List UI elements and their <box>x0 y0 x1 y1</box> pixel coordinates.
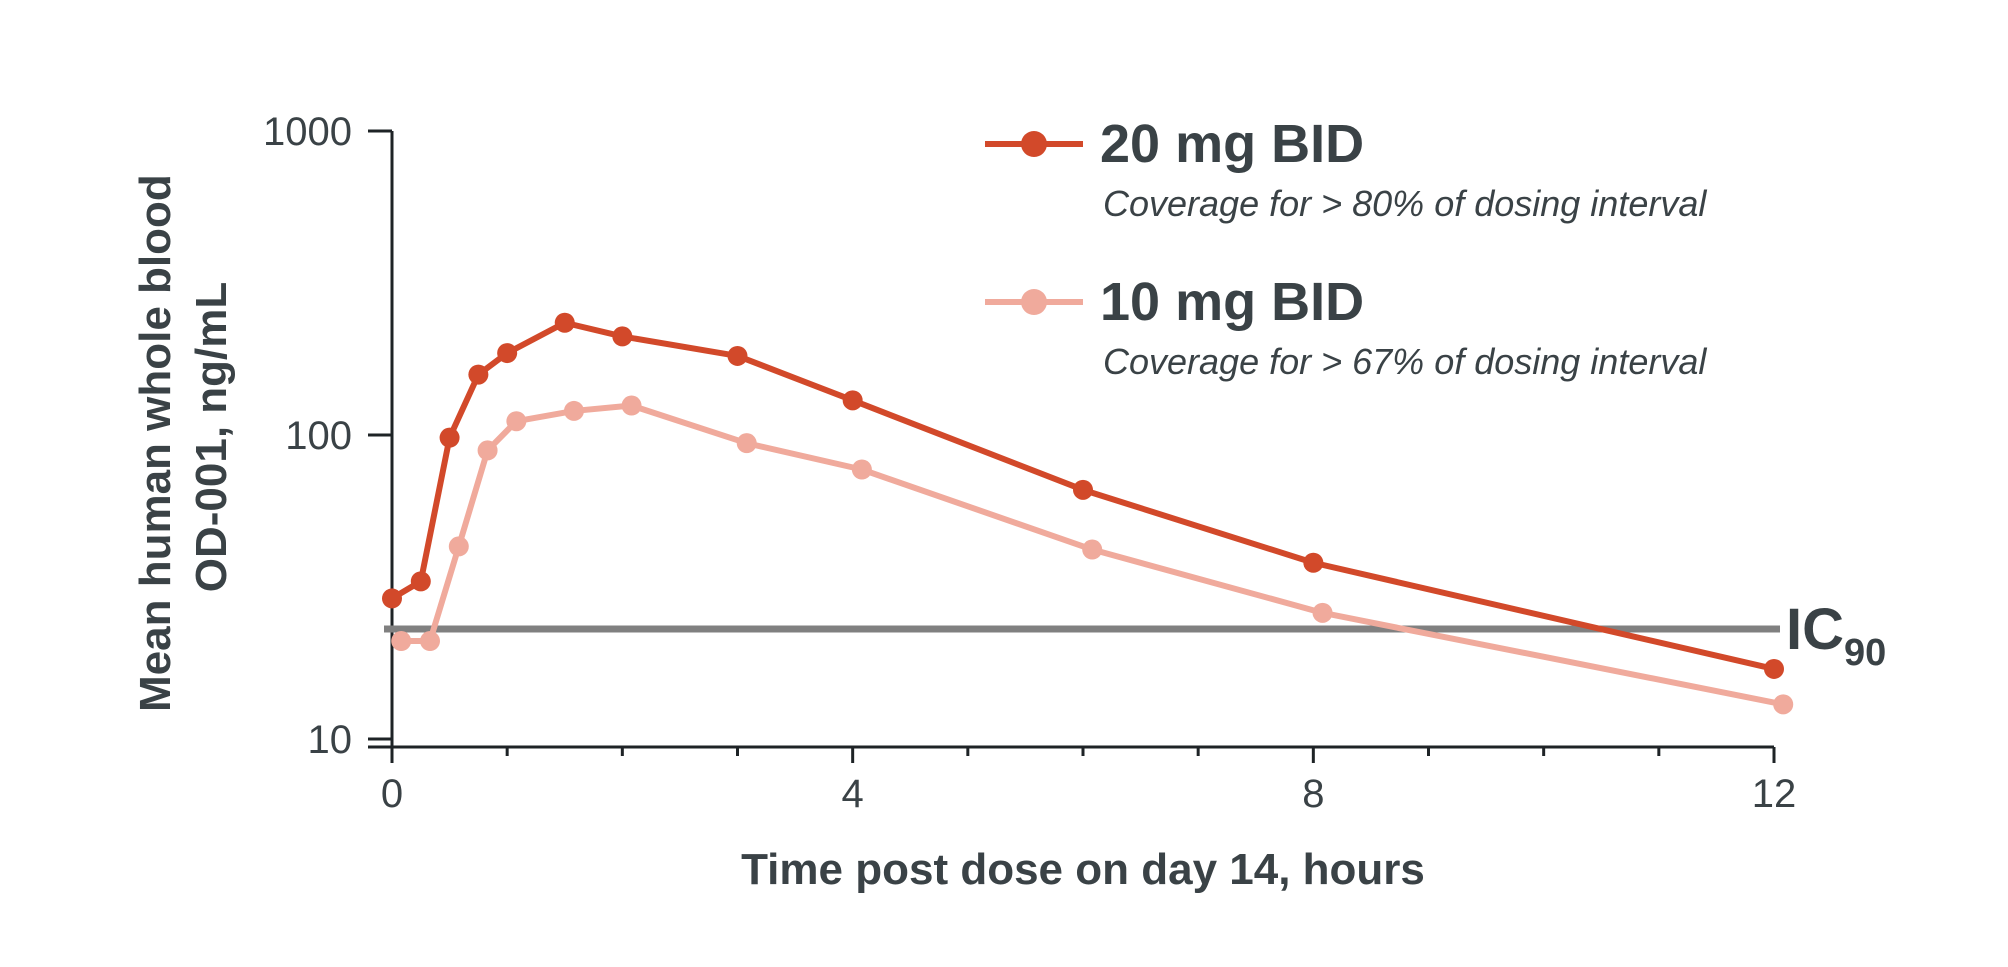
legend-title-10-mg-bid: 10 mg BID <box>1100 272 1364 332</box>
data-point-10-mg-bid <box>420 631 441 652</box>
data-point-20-mg-bid <box>1303 552 1324 573</box>
reference-line-group: IC90 <box>384 597 1886 674</box>
data-point-20-mg-bid <box>554 312 575 333</box>
data-point-10-mg-bid <box>851 459 872 480</box>
y-axis-label-line1: Mean human whole blood <box>131 174 180 712</box>
x-tick-label: 12 <box>1752 772 1797 816</box>
legend: 20 mg BID Coverage for > 80% of dosing in… <box>985 114 1707 382</box>
data-point-20-mg-bid <box>842 390 863 411</box>
y-axis-label: Mean human whole blood OD-001, ng/mL <box>131 162 236 712</box>
y-axis-label-line2: OD-001, ng/mL <box>187 282 236 593</box>
series-group <box>382 312 1794 715</box>
x-tick-label: 4 <box>842 772 864 816</box>
series-line-20-mg-bid <box>390 319 1775 672</box>
y-tick-label: 100 <box>285 414 352 458</box>
data-point-10-mg-bid <box>1773 694 1794 715</box>
data-point-20-mg-bid <box>612 326 633 347</box>
data-point-10-mg-bid <box>506 411 527 432</box>
legend-marker-10-mg-bid <box>1021 289 1047 315</box>
y-tick-label: 10 <box>308 718 353 762</box>
data-point-10-mg-bid <box>477 440 498 461</box>
data-point-10-mg-bid <box>1312 602 1333 623</box>
y-tick-label: 1000 <box>263 110 352 154</box>
data-point-20-mg-bid <box>410 571 431 592</box>
data-point-10-mg-bid <box>621 395 642 416</box>
data-point-20-mg-bid <box>497 343 518 364</box>
data-point-10-mg-bid <box>448 536 469 557</box>
series-line-10-mg-bid <box>401 402 1784 708</box>
data-point-10-mg-bid <box>391 631 412 652</box>
data-point-20-mg-bid <box>727 345 748 366</box>
ic90-label: IC90 <box>1786 597 1886 674</box>
x-axis-label: Time post dose on day 14, hours <box>741 845 1425 894</box>
data-point-10-mg-bid <box>736 433 757 454</box>
series-10-mg-bid <box>391 395 1794 715</box>
legend-title-20-mg-bid: 20 mg BID <box>1100 114 1364 174</box>
x-tick-label: 0 <box>381 772 403 816</box>
legend-note-10-mg-bid: Coverage for > 67% of dosing interval <box>1103 341 1707 382</box>
data-point-20-mg-bid <box>468 364 489 385</box>
series-20-mg-bid <box>382 312 1784 679</box>
data-point-10-mg-bid <box>563 400 584 421</box>
x-tick-label: 8 <box>1302 772 1324 816</box>
data-point-10-mg-bid <box>1082 539 1103 560</box>
data-point-20-mg-bid <box>382 588 402 609</box>
data-point-20-mg-bid <box>1764 658 1784 679</box>
data-point-20-mg-bid <box>439 427 460 448</box>
legend-note-20-mg-bid: Coverage for > 80% of dosing interval <box>1103 183 1707 224</box>
axes: 10 100 1000 0 4 8 12 <box>263 110 1796 816</box>
legend-marker-20-mg-bid <box>1021 131 1047 157</box>
data-point-20-mg-bid <box>1073 479 1093 500</box>
ic90-label-subscript: 90 <box>1844 632 1886 674</box>
ic90-label-main: IC <box>1786 597 1844 662</box>
